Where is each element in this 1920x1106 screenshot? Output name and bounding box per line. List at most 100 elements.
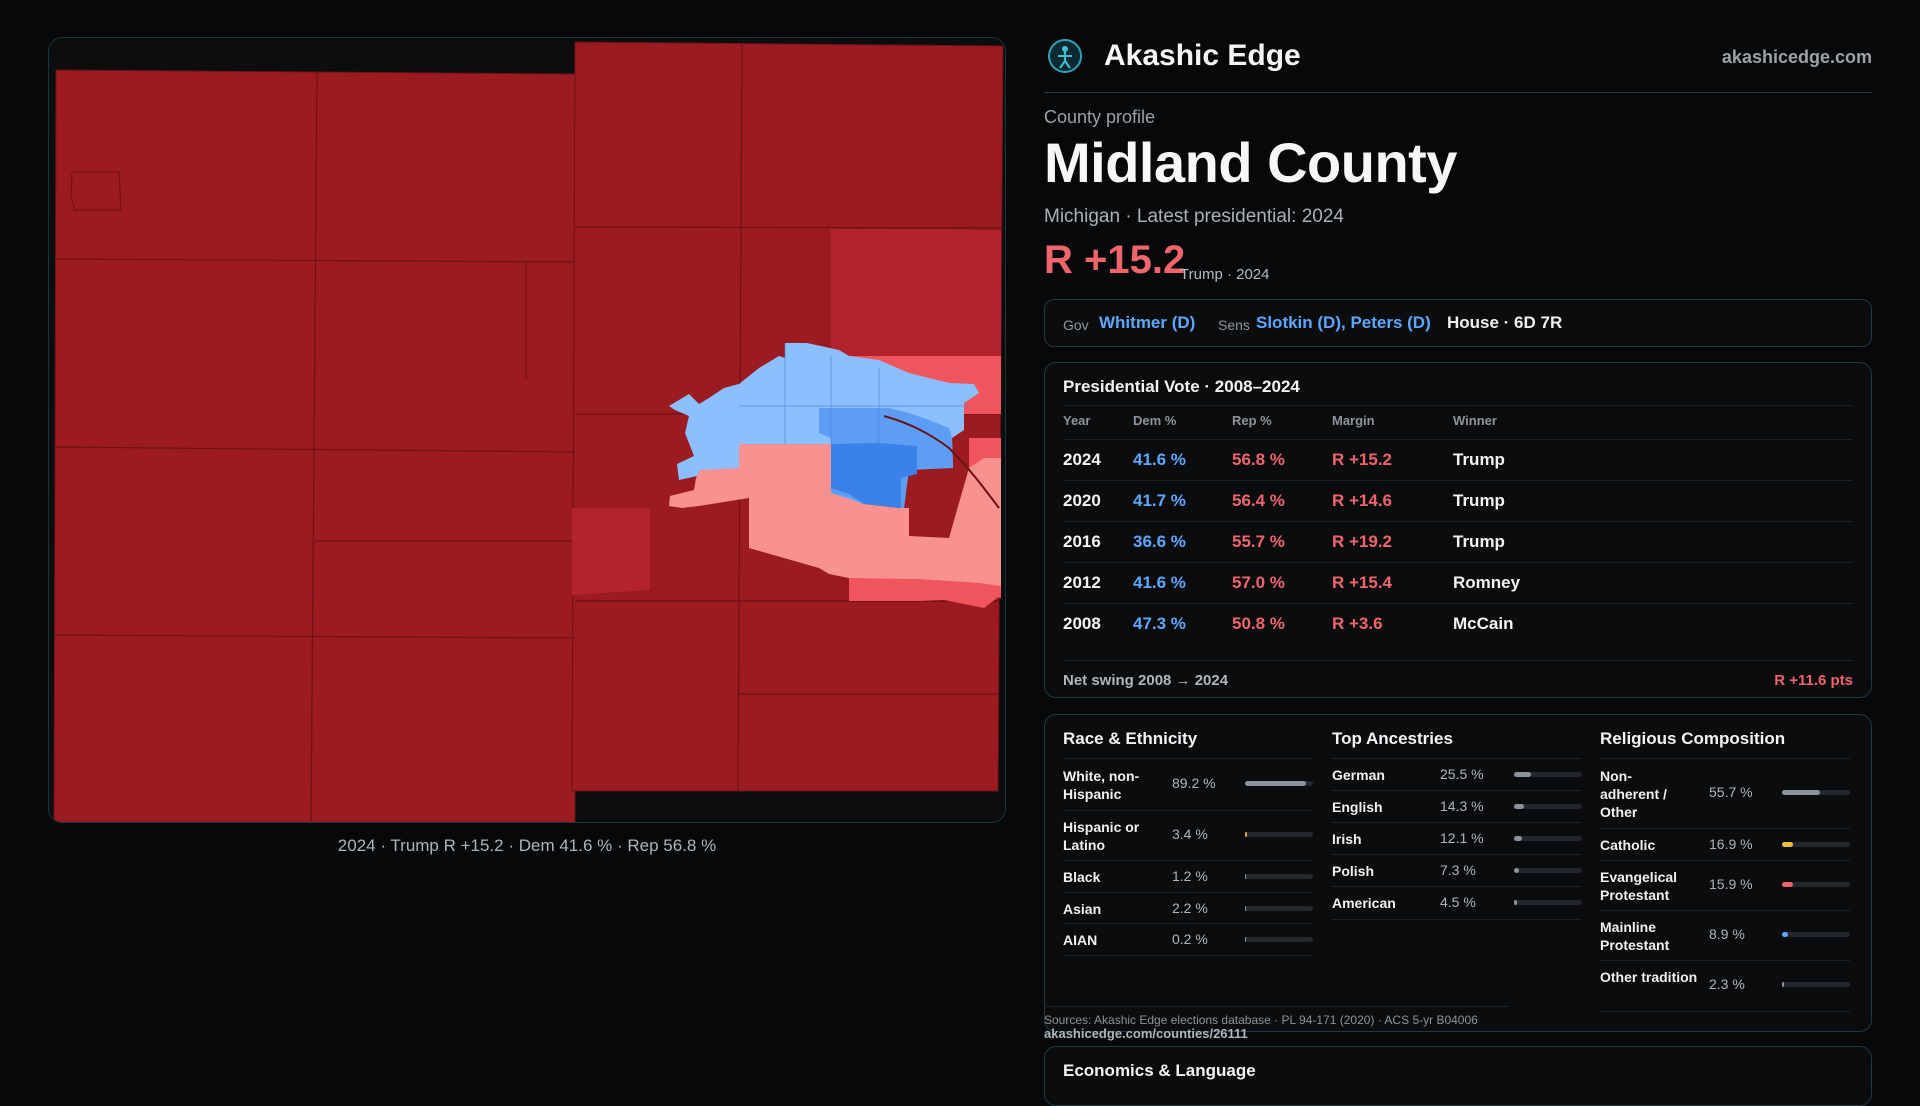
cell-margin: R +14.6 — [1332, 491, 1393, 510]
swing-value: R +11.6 pts — [1774, 672, 1853, 689]
headline-margin-note: Trump · 2024 — [1180, 266, 1270, 283]
cell-margin: R +19.2 — [1332, 532, 1393, 551]
item-label: Asian — [1063, 901, 1102, 917]
share-bar — [1782, 842, 1850, 847]
list-item: German 25.5 % — [1332, 758, 1582, 791]
cell-year: 2020 — [1063, 491, 1101, 510]
cell-dem: 41.7 % — [1133, 491, 1186, 510]
item-value: 0.2 % — [1172, 931, 1208, 947]
list-item: Asian 2.2 % — [1063, 892, 1313, 924]
item-value: 2.2 % — [1172, 900, 1208, 916]
sens-label: Sens — [1218, 317, 1250, 333]
share-bar — [1514, 900, 1582, 905]
table-row: 2020 41.7 % 56.4 % R +14.6 Trump — [1063, 480, 1853, 522]
table-row: 2016 36.6 % 55.7 % R +19.2 Trump — [1063, 521, 1853, 563]
item-label: American — [1332, 895, 1396, 911]
religion-title: Religious Composition — [1600, 729, 1786, 748]
item-label: Mainline Protestant — [1600, 919, 1670, 953]
share-bar — [1245, 906, 1313, 911]
item-label: AIAN — [1063, 932, 1098, 948]
senators-link[interactable]: Slotkin (D), Peters (D) — [1256, 313, 1431, 332]
list-item: White, non-Hispanic 89.2 % — [1063, 758, 1313, 811]
swing-label: Net swing 2008 → 2024 — [1063, 672, 1229, 689]
brand-link[interactable]: akashicedge.com — [1721, 47, 1872, 67]
share-bar — [1782, 982, 1850, 987]
col-header-dem: Dem % — [1133, 413, 1177, 428]
cell-dem: 47.3 % — [1133, 614, 1186, 633]
page-title: Midland County — [1044, 131, 1457, 194]
item-value: 2.3 % — [1709, 976, 1745, 992]
city-precinct-lines — [739, 343, 969, 444]
cell-rep: 57.0 % — [1232, 573, 1285, 592]
race-title: Race & Ethnicity — [1063, 729, 1198, 748]
list-item: Mainline Protestant 8.9 % — [1600, 910, 1850, 961]
item-value: 1.2 % — [1172, 868, 1208, 884]
list-item: Hispanic or Latino 3.4 % — [1063, 810, 1313, 861]
demographics-card: Race & Ethnicity White, non-Hispanic 89.… — [1044, 714, 1872, 1032]
item-value: 15.9 % — [1709, 876, 1753, 892]
share-bar — [1782, 790, 1850, 795]
cell-rep: 56.4 % — [1232, 491, 1285, 510]
share-bar — [1782, 932, 1850, 937]
item-label: Catholic — [1600, 837, 1656, 853]
list-item: Catholic 16.9 % — [1600, 828, 1850, 861]
cell-year: 2012 — [1063, 573, 1101, 592]
map-svg — [53, 41, 1004, 822]
item-value: 4.5 % — [1440, 894, 1476, 910]
cell-winner: McCain — [1453, 614, 1514, 633]
map-precinct-ne[interactable] — [831, 229, 1001, 356]
item-value: 7.3 % — [1440, 862, 1476, 878]
list-item: Irish 12.1 % — [1332, 822, 1582, 855]
economics-title: Economics & Language — [1063, 1061, 1256, 1080]
cell-margin: R +3.6 — [1332, 614, 1383, 633]
share-bar — [1782, 882, 1850, 887]
item-value: 25.5 % — [1440, 766, 1484, 782]
table-row: 2008 47.3 % 50.8 % R +3.6 McCain — [1063, 603, 1853, 645]
col-header-rep: Rep % — [1232, 413, 1272, 428]
share-bar — [1514, 772, 1582, 777]
share-bar — [1245, 781, 1313, 786]
governor-link[interactable]: Whitmer (D) — [1099, 313, 1196, 332]
cell-winner: Romney — [1453, 573, 1521, 592]
county-subtitle: Michigan · Latest presidential: 2024 — [1044, 206, 1344, 227]
officials-bar: Gov Whitmer (D) Sens Slotkin (D), Peters… — [1044, 299, 1872, 347]
share-bar — [1245, 874, 1313, 879]
item-label: English — [1332, 799, 1383, 815]
river-line — [883, 415, 1000, 509]
item-value: 55.7 % — [1709, 784, 1753, 800]
sources-link[interactable]: akashicedge.com/counties/26111 — [1044, 1026, 1248, 1041]
cell-dem: 41.6 % — [1133, 573, 1186, 592]
map-village[interactable] — [70, 171, 122, 211]
economics-card: Economics & Language — [1044, 1046, 1872, 1106]
cell-year: 2024 — [1063, 450, 1101, 469]
cell-rep: 56.8 % — [1232, 450, 1285, 469]
cell-dem: 41.6 % — [1133, 450, 1186, 469]
item-label: Black — [1063, 869, 1101, 885]
item-value: 89.2 % — [1172, 775, 1216, 791]
share-bar — [1514, 804, 1582, 809]
item-label: Hispanic or Latino — [1063, 819, 1140, 853]
brand-header: Akashic Edge akashicedge.com — [1044, 36, 1872, 93]
share-bar — [1514, 836, 1582, 841]
cell-rep: 55.7 % — [1232, 532, 1285, 551]
table-row: 2024 41.6 % 56.8 % R +15.2 Trump — [1063, 439, 1853, 481]
item-label: Irish — [1332, 831, 1362, 847]
cell-year: 2016 — [1063, 532, 1101, 551]
swing-row: Net swing 2008 → 2024 R +11.6 pts — [1063, 660, 1853, 689]
map-precinct-pink[interactable] — [669, 444, 1001, 586]
map-precinct-se-light[interactable] — [849, 576, 997, 608]
cell-winner: Trump — [1453, 450, 1505, 469]
ancestry-title: Top Ancestries — [1332, 729, 1453, 748]
cell-margin: R +15.4 — [1332, 573, 1393, 592]
cell-dem: 36.6 % — [1133, 532, 1186, 551]
map-precinct-blue-core[interactable] — [831, 443, 917, 508]
item-value: 12.1 % — [1440, 830, 1484, 846]
list-item: Polish 7.3 % — [1332, 854, 1582, 887]
precinct-map[interactable] — [48, 37, 1006, 823]
share-bar — [1245, 832, 1313, 837]
cell-rep: 50.8 % — [1232, 614, 1285, 633]
list-item: Non-adherent / Other 55.7 % — [1600, 758, 1850, 829]
map-precinct-sw-city[interactable] — [572, 508, 650, 595]
list-item: Black 1.2 % — [1063, 860, 1313, 893]
globe-person-icon — [1048, 39, 1082, 73]
